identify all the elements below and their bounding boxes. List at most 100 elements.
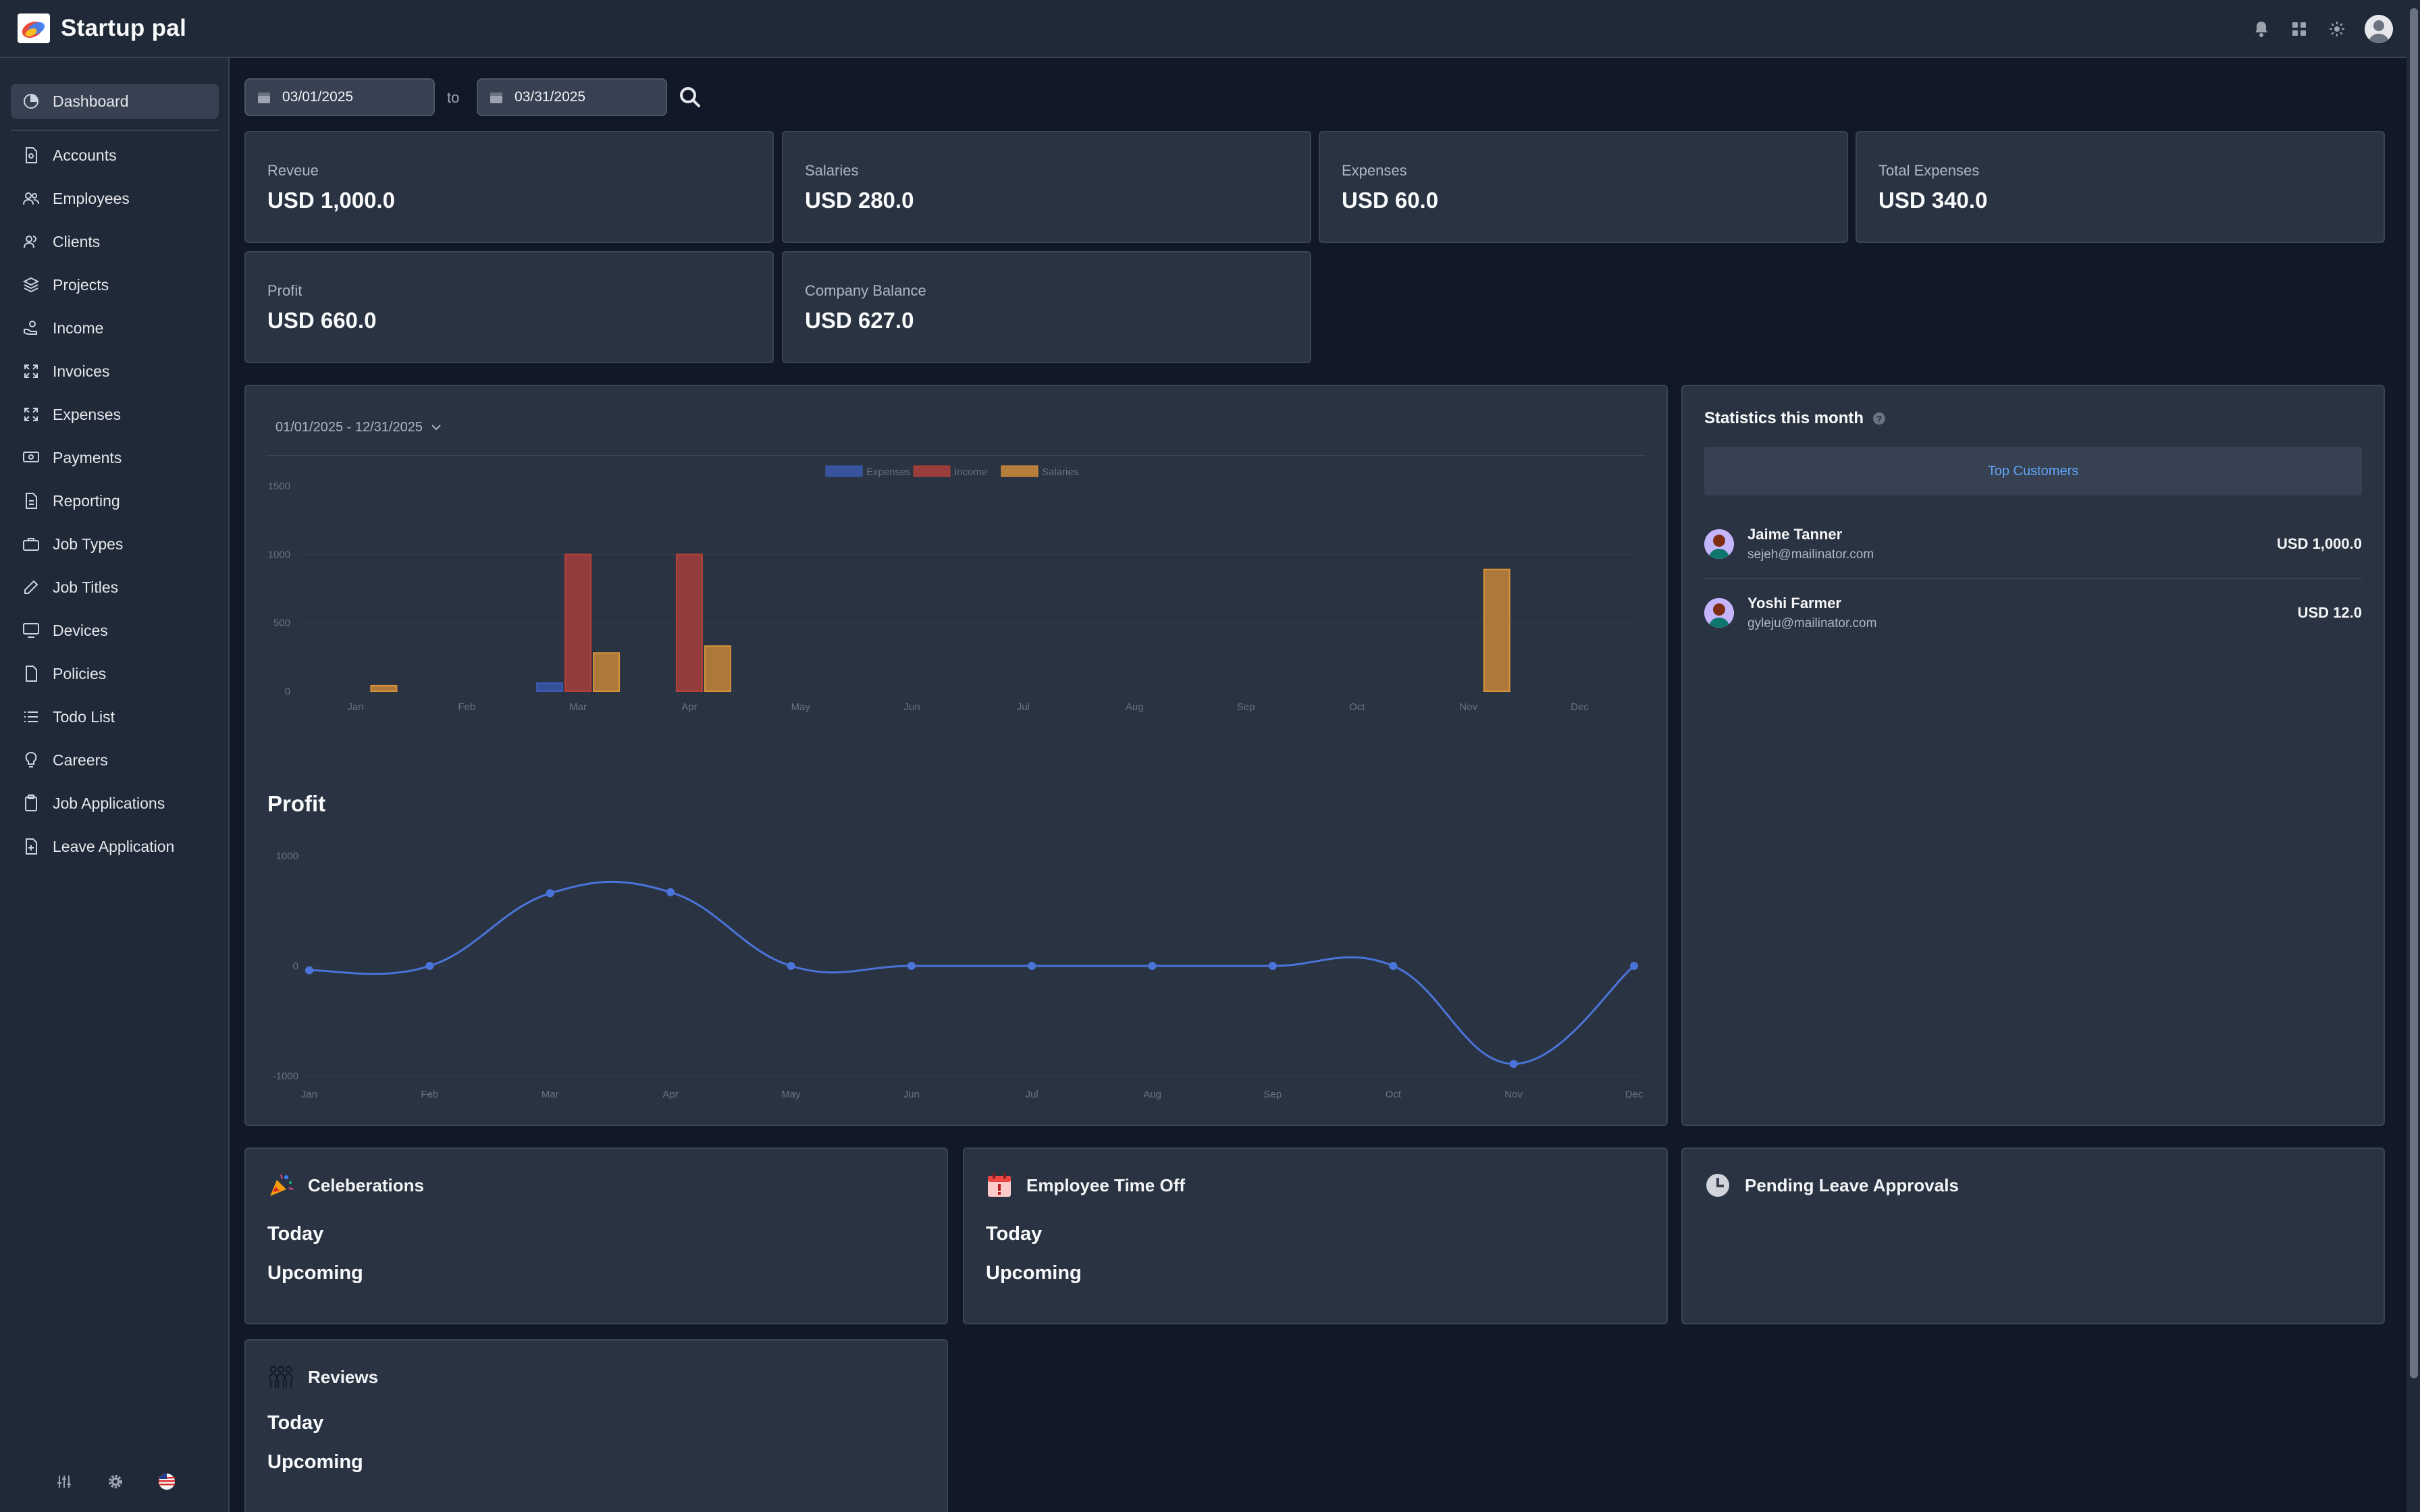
charts-panel: 01/01/2025 - 12/31/2025 Expenses Income Sa… <box>244 385 1668 1126</box>
sidebar-item-policies[interactable]: Policies <box>11 656 219 691</box>
sidebar-item-dashboard[interactable]: Dashboard <box>11 84 219 119</box>
sidebar-item-reporting[interactable]: Reporting <box>11 483 219 518</box>
sidebar-item-label: Leave Application <box>53 837 175 855</box>
y-tick-label: 500 <box>273 618 290 629</box>
x-tick-label: Jul <box>1026 1089 1038 1100</box>
x-tick-label: Nov <box>1504 1089 1523 1100</box>
sidebar-item-devices[interactable]: Devices <box>11 613 219 648</box>
sidebar-item-accounts[interactable]: Accounts <box>11 138 219 173</box>
upcoming-heading: Upcoming <box>986 1262 1082 1284</box>
sidebar-item-careers[interactable]: Careers <box>11 742 219 778</box>
sidebar-item-label: Devices <box>53 621 108 639</box>
sidebar-item-job-types[interactable]: Job Types <box>11 526 219 562</box>
briefcase-icon <box>22 535 41 554</box>
sidebar-item-label: Projects <box>53 275 109 294</box>
stat-card-company-balance: Company Balance USD 627.0 <box>782 251 1311 363</box>
x-tick-label: Apr <box>681 701 697 713</box>
user-avatar[interactable] <box>2365 15 2393 43</box>
calendar-alert-icon <box>986 1172 1013 1199</box>
users-icon <box>22 189 41 208</box>
data-point <box>1630 962 1638 970</box>
x-tick-label: Aug <box>1126 701 1144 713</box>
help-icon[interactable]: ? <box>1873 412 1886 425</box>
stat-value: USD 60.0 <box>1342 188 1439 213</box>
sidebar-item-leave-application[interactable]: Leave Application <box>11 829 219 864</box>
data-point <box>1028 962 1036 970</box>
customer-row[interactable]: Jaime Tanner sejeh@mailinator.com USD 1,… <box>1704 516 2362 572</box>
sidebar-item-label: Income <box>53 319 104 337</box>
document-plus-icon <box>22 837 41 856</box>
sidebar-item-label: Job Titles <box>53 578 119 596</box>
legend-swatch <box>1001 465 1038 477</box>
employee-time-off-panel: Employee Time Off Today Upcoming <box>963 1148 1668 1324</box>
sidebar-item-todo-list[interactable]: Todo List <box>11 699 219 734</box>
sidebar-divider <box>11 130 219 131</box>
data-point <box>305 966 313 975</box>
stat-label: Expenses <box>1342 162 1407 179</box>
gear-icon[interactable] <box>105 1472 126 1492</box>
panel-title: Celeberations <box>308 1174 424 1195</box>
data-point <box>1509 1060 1518 1069</box>
customer-row[interactable]: Yoshi Farmer gyleju@mailinator.com USD 1… <box>1704 585 2362 641</box>
sidebar-item-label: Careers <box>53 751 108 769</box>
hand-coin-icon <box>22 319 41 338</box>
today-heading: Today <box>267 1223 324 1245</box>
reviews-people-icon <box>267 1364 294 1390</box>
sidebar-item-label: Expenses <box>53 405 122 423</box>
profit-chart-title: Profit <box>267 791 326 816</box>
search-button[interactable] <box>677 84 704 111</box>
pie-chart-icon <box>22 92 41 111</box>
statistics-title-text: Statistics this month <box>1704 409 1864 427</box>
sidebar-item-job-applications[interactable]: Job Applications <box>11 786 219 821</box>
x-tick-label: Mar <box>542 1089 559 1100</box>
sliders-icon[interactable] <box>54 1472 74 1492</box>
lightbulb-icon <box>22 751 41 770</box>
sidebar-item-projects[interactable]: Projects <box>11 267 219 302</box>
stat-card-salaries: Salaries USD 280.0 <box>782 131 1311 243</box>
us-flag-icon[interactable] <box>157 1472 177 1492</box>
panel-header: Celeberations <box>267 1172 424 1199</box>
to-date-value: 03/31/2025 <box>515 89 586 105</box>
expand-arrows-icon <box>22 362 41 381</box>
sidebar-item-employees[interactable]: Employees <box>11 181 219 216</box>
sidebar-item-invoices[interactable]: Invoices <box>11 354 219 389</box>
brand[interactable]: Startup pal <box>18 14 186 43</box>
theme-sun-icon[interactable] <box>2327 19 2347 39</box>
customer-name: Yoshi Farmer <box>1747 595 1841 612</box>
customer-email: sejeh@mailinator.com <box>1747 547 1874 562</box>
bar <box>370 684 398 693</box>
sidebar-item-job-titles[interactable]: Job Titles <box>11 570 219 605</box>
bell-icon[interactable] <box>2251 19 2271 39</box>
stat-label: Profit <box>267 282 302 299</box>
data-point <box>546 889 554 898</box>
upcoming-heading: Upcoming <box>267 1451 363 1473</box>
page-scrollbar[interactable] <box>2406 0 2420 1512</box>
tab-top-customers[interactable]: Top Customers <box>1704 447 2362 495</box>
data-point <box>1389 962 1398 970</box>
stat-value: USD 660.0 <box>267 308 377 333</box>
upcoming-heading: Upcoming <box>267 1262 363 1284</box>
from-date-input[interactable]: 03/01/2025 <box>244 78 435 116</box>
sidebar-item-clients[interactable]: Clients <box>11 224 219 259</box>
to-date-input[interactable]: 03/31/2025 <box>477 78 667 116</box>
document-icon <box>22 146 41 165</box>
sidebar-item-payments[interactable]: Payments <box>11 440 219 475</box>
sidebar-item-expenses[interactable]: Expenses <box>11 397 219 432</box>
divider <box>1704 578 2362 579</box>
search-icon <box>680 87 700 107</box>
sidebar-item-label: Todo List <box>53 707 115 726</box>
apps-grid-icon[interactable] <box>2289 19 2309 39</box>
sidebar-item-income[interactable]: Income <box>11 310 219 346</box>
customer-avatar <box>1704 598 1734 628</box>
x-tick-label: Oct <box>1349 701 1365 713</box>
scrollbar-thumb[interactable] <box>2410 8 2418 1378</box>
panel-header: Pending Leave Approvals <box>1704 1172 1959 1199</box>
bar-chart: Expenses Income Salaries 0 500 1000 1500 Jan Feb… <box>268 465 1635 713</box>
calendar-icon <box>489 90 504 105</box>
customer-email: gyleju@mailinator.com <box>1747 616 1877 630</box>
stat-card-expenses: Expenses USD 60.0 <box>1319 131 1848 243</box>
chevron-down-icon <box>431 420 442 435</box>
chart-range-dropdown[interactable]: 01/01/2025 - 12/31/2025 <box>275 420 442 435</box>
document-icon <box>22 664 41 683</box>
y-tick-label: -1000 <box>273 1071 298 1082</box>
